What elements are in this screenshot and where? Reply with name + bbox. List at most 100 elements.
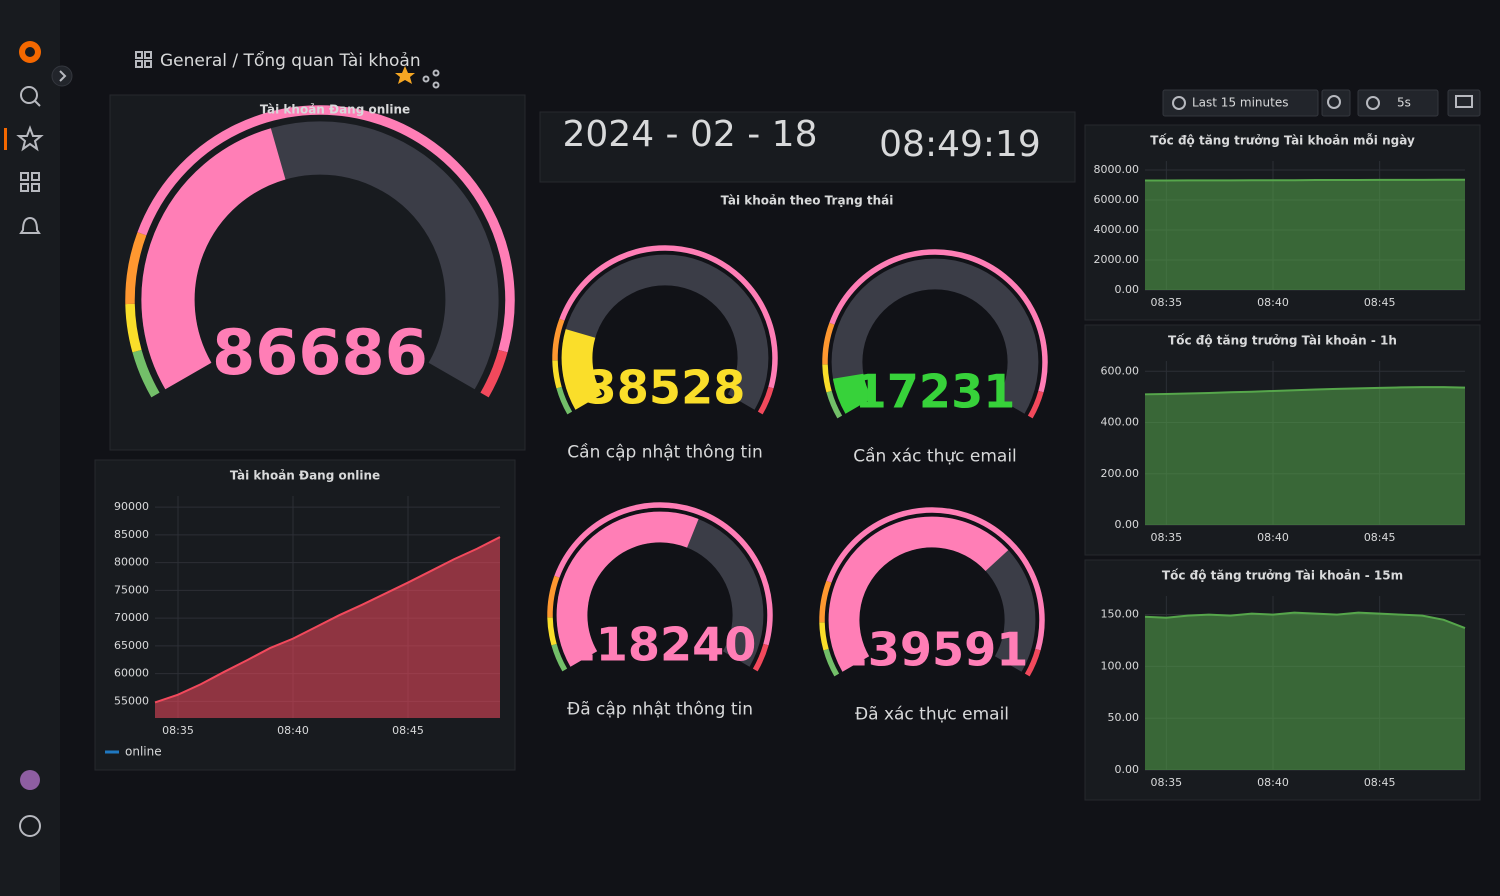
y-tick-label: 0.00 [1115,518,1140,531]
gauge-label: Cần xác thực email [853,446,1017,467]
tv-icon [1455,95,1473,108]
threshold-arc [480,349,508,398]
time-picker[interactable] [1162,89,1319,117]
series-area [1145,179,1465,290]
series-line [1144,386,1466,396]
favorite-star[interactable] [395,66,415,84]
threshold-arc [547,617,557,646]
x-tick-label: 08:40 [277,724,309,737]
gauge-fill [832,373,873,414]
gauge-track [831,258,1039,414]
y-tick-label: 75000 [114,583,149,596]
x-tick-label: 08:45 [1364,776,1396,789]
threshold-arc [559,245,778,389]
clock-icon [1172,96,1186,110]
y-tick-label: 50.00 [1108,711,1140,724]
threshold-arc [752,643,769,672]
panel-title: Tốc độ tăng trưởng Tài khoản mỗi ngày [1150,134,1415,148]
threshold-arc [822,322,835,365]
gauge-label: Đã cập nhật thông tin [567,700,753,720]
threshold-arc [822,364,832,393]
gauge-value: 86686 [212,316,428,389]
panel-title: Tài khoản theo Trạng thái [721,194,894,208]
sidebar [0,0,60,896]
panel-title: Tài khoản Đang online [230,469,380,483]
breadcrumb[interactable]: General / Tổng quan Tài khoản [160,50,421,71]
y-tick-label: 55000 [114,694,149,707]
breadcrumb-icon [135,51,152,68]
user-avatar[interactable] [20,770,40,790]
gauge-fill [828,516,1009,672]
panel-title: Tài khoản Đang online [260,103,410,117]
y-tick-label: 0.00 [1115,283,1140,296]
clock-time: 08:49:19 [879,124,1041,165]
gauge-label: Cần cập nhật thông tin [567,442,762,463]
x-tick-label: 08:40 [1257,776,1289,789]
clock-date: 2024 - 02 - 18 [563,114,818,155]
series-line [1145,178,1465,182]
gauge-value: 139591 [836,623,1029,677]
y-tick-label: 6000.00 [1094,193,1140,206]
threshold-arc [826,390,843,419]
x-tick-label: 08:45 [392,724,424,737]
y-tick-label: 4000.00 [1094,223,1140,236]
x-tick-label: 08:35 [1150,296,1182,309]
x-tick-label: 08:35 [1150,531,1182,544]
zoom-icon [1327,95,1341,109]
gauge-fill [556,511,699,667]
y-tick-label: 0.00 [1115,763,1140,776]
series-line [1144,611,1466,630]
x-tick-label: 08:45 [1364,296,1396,309]
gauge-value: 38528 [585,361,746,415]
threshold-arc [551,643,568,672]
help-icon[interactable] [19,815,41,837]
y-tick-label: 100.00 [1101,659,1140,672]
y-tick-label: 200.00 [1101,467,1140,480]
search-icon[interactable] [20,86,41,107]
x-tick-label: 08:40 [1257,296,1289,309]
refresh-icon [1366,96,1380,110]
y-tick-label: 400.00 [1101,416,1140,429]
y-tick-label: 90000 [114,500,149,513]
threshold-arc [132,349,160,398]
threshold-arc [819,580,832,623]
panel-title: Tốc độ tăng trưởng Tài khoản - 1h [1168,334,1397,348]
share-icon[interactable] [422,69,440,89]
series-area [155,537,500,718]
panel-title: Tốc độ tăng trưởng Tài khoản - 15m [1162,569,1403,583]
sidebar-toggle[interactable] [51,65,73,87]
x-tick-label: 08:35 [162,724,194,737]
gauge-fill [141,128,287,390]
gauge-value: 17231 [855,365,1016,419]
threshold-arc [125,232,147,305]
refresh-picker[interactable] [1357,89,1439,117]
gauge-value: 118240 [564,618,757,672]
threshold-arc [819,622,829,651]
clock-panel [539,111,1076,183]
threshold-arc [823,648,840,677]
y-tick-label: 70000 [114,611,149,624]
dashboards-icon[interactable] [20,172,40,192]
x-tick-label: 08:35 [1150,776,1182,789]
y-tick-label: 600.00 [1101,364,1140,377]
grafana-logo[interactable] [19,41,41,63]
alerting-icon[interactable] [19,216,41,234]
zoom-out-button[interactable] [1321,89,1351,117]
threshold-arc [1024,648,1041,677]
threshold-arc [552,360,562,389]
y-tick-label: 65000 [114,639,149,652]
threshold-arc [125,303,142,353]
refresh-interval: 5s [1397,96,1411,110]
y-tick-label: 80000 [114,556,149,569]
tv-mode-button[interactable] [1447,89,1481,117]
y-tick-label: 150.00 [1101,608,1140,621]
time-range: Last 15 minutes [1192,96,1288,110]
threshold-arc [1027,390,1044,419]
y-tick-label: 2000.00 [1094,253,1140,266]
threshold-arc [829,249,1048,393]
series-area [1145,612,1465,770]
gauge-label: Đã xác thực email [855,705,1009,725]
starred-icon[interactable] [16,125,44,152]
threshold-arc [826,507,1045,651]
